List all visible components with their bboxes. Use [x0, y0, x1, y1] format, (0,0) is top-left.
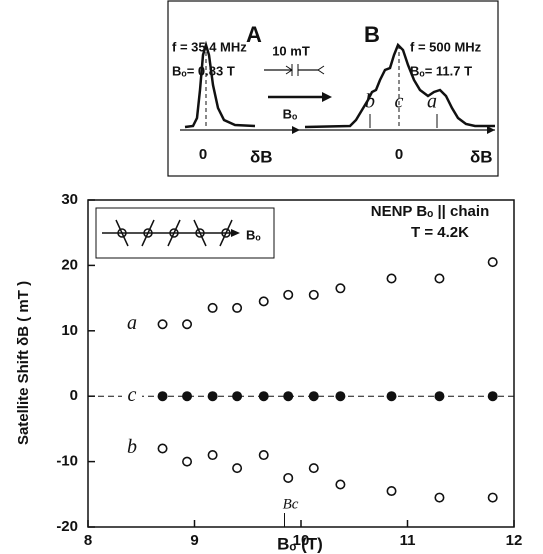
point: [283, 289, 294, 300]
y-axis-label: Satellite Shift δB ( mT ): [15, 281, 32, 445]
point: [207, 391, 218, 402]
series-label: a: [127, 312, 137, 334]
inset-field-label: Bₒ: [246, 227, 261, 242]
arrowhead: [231, 229, 240, 237]
point: [157, 319, 168, 330]
point: [335, 479, 346, 490]
point: [386, 486, 397, 497]
point: [487, 257, 498, 268]
critical-label: Bc: [283, 496, 299, 512]
arrowhead: [322, 92, 332, 102]
y-tick-label: 0: [70, 387, 78, 404]
point: [258, 296, 269, 307]
y-tick-label: 20: [61, 256, 78, 273]
point: [232, 463, 243, 474]
point: [232, 391, 243, 402]
zero-label: 0: [199, 146, 207, 163]
point: [182, 456, 193, 467]
peak-label: a: [427, 91, 437, 113]
spectrum-a: [184, 40, 256, 129]
freq-label: f = 500 MHz: [410, 39, 482, 54]
point: [335, 391, 346, 402]
point: [258, 391, 269, 402]
point: [258, 450, 269, 461]
freq-label: f = 35.4 MHz: [172, 39, 247, 54]
y-tick-label: 10: [61, 322, 78, 339]
chart-subtitle: T = 4.2K: [411, 224, 469, 241]
x-tick-label: 12: [506, 532, 523, 549]
chart-title: NENP Bₒ || chain: [371, 203, 489, 220]
point: [434, 273, 445, 284]
series-label: c: [128, 384, 137, 406]
y-tick-label: -10: [56, 453, 78, 470]
point: [308, 391, 319, 402]
peak-label: b: [365, 91, 375, 113]
point: [157, 391, 168, 402]
field-label: Bₒ= 0.83 T: [172, 63, 235, 78]
inset-frame: [167, 0, 499, 177]
point: [207, 450, 218, 461]
point: [386, 391, 397, 402]
point: [308, 463, 319, 474]
x-tick-label: 11: [400, 532, 416, 549]
series-label: b: [127, 436, 137, 458]
spectrum-b: [304, 42, 495, 129]
peak-label: c: [395, 91, 404, 113]
spins: [115, 219, 233, 247]
axis-label: δB: [250, 147, 273, 166]
zero-label: 0: [395, 146, 403, 163]
point: [182, 319, 193, 330]
arrowhead: [487, 126, 495, 134]
point: [434, 492, 445, 503]
point: [283, 472, 294, 483]
arrow-label: Bₒ: [283, 106, 298, 121]
point: [487, 492, 498, 503]
arrowhead: [292, 126, 300, 134]
point: [283, 391, 294, 402]
point: [308, 289, 319, 300]
label-bg: [122, 438, 142, 459]
field-label: Bₒ= 11.7 T: [410, 63, 472, 78]
point: [335, 283, 346, 294]
x-axis-label: Bₒ (T): [277, 534, 323, 553]
axis-label: δB: [470, 147, 493, 166]
point: [386, 273, 397, 284]
x-tick-label: 9: [190, 532, 198, 549]
point: [182, 391, 193, 402]
point: [232, 302, 243, 313]
label-bg: [122, 386, 142, 407]
y-tick-label: -20: [56, 518, 78, 535]
point: [157, 443, 168, 454]
x-tick-label: 8: [84, 532, 92, 549]
panel-label: B: [364, 22, 380, 47]
panel-label: A: [246, 22, 262, 47]
point: [434, 391, 445, 402]
y-tick-label: 30: [61, 191, 78, 208]
peak-arrows: [369, 114, 438, 128]
x-tick-label: 10: [293, 532, 310, 549]
scale-label: 10 mT: [272, 43, 310, 58]
label-bg: [122, 314, 142, 335]
point: [487, 391, 498, 402]
point: [207, 302, 218, 313]
